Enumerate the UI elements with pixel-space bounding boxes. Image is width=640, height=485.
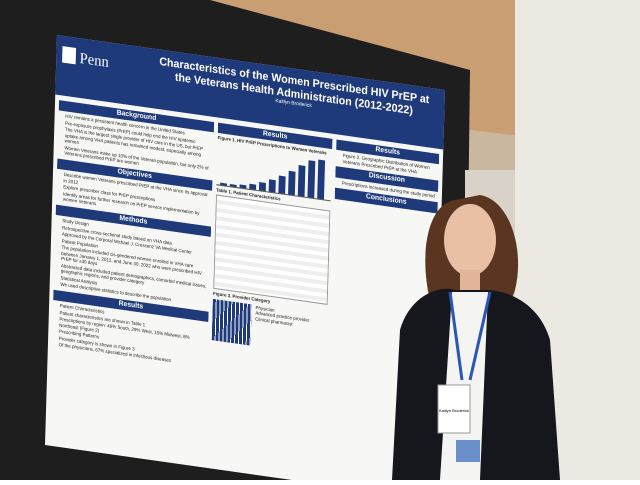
figure-bar (268, 179, 276, 193)
figure-bar (317, 159, 326, 200)
middle-column: Results Figure 1. HIV PrEP Prescriptions … (211, 122, 333, 356)
figure-bar (297, 164, 306, 197)
legend: Physician Advanced practice provider Clini… (254, 305, 309, 354)
figure-bar (258, 182, 266, 191)
poster: Penn Characteristics of the Women Prescr… (45, 35, 445, 480)
figure-bar (249, 184, 257, 190)
lanyard (448, 291, 492, 381)
waffle (211, 298, 252, 346)
table-1 (213, 194, 331, 306)
poster-header (55, 35, 446, 150)
badge (437, 384, 471, 434)
badge-name: Kaitlyn Broderick (439, 408, 469, 413)
figure-bar (278, 175, 286, 194)
figure-bar (220, 182, 227, 186)
figure-bar (307, 159, 316, 198)
neck (460, 270, 480, 292)
left-column: BackgroundHIV remains a persistent healt… (52, 100, 215, 369)
person: Kaitlyn Broderick (392, 195, 560, 480)
face (444, 204, 496, 276)
penn-shield (62, 46, 77, 65)
badge-holder (456, 440, 480, 462)
figure-bar (239, 184, 247, 189)
logo: Penn (79, 51, 109, 72)
figure-bar (229, 184, 237, 187)
figure-bar (288, 171, 296, 196)
